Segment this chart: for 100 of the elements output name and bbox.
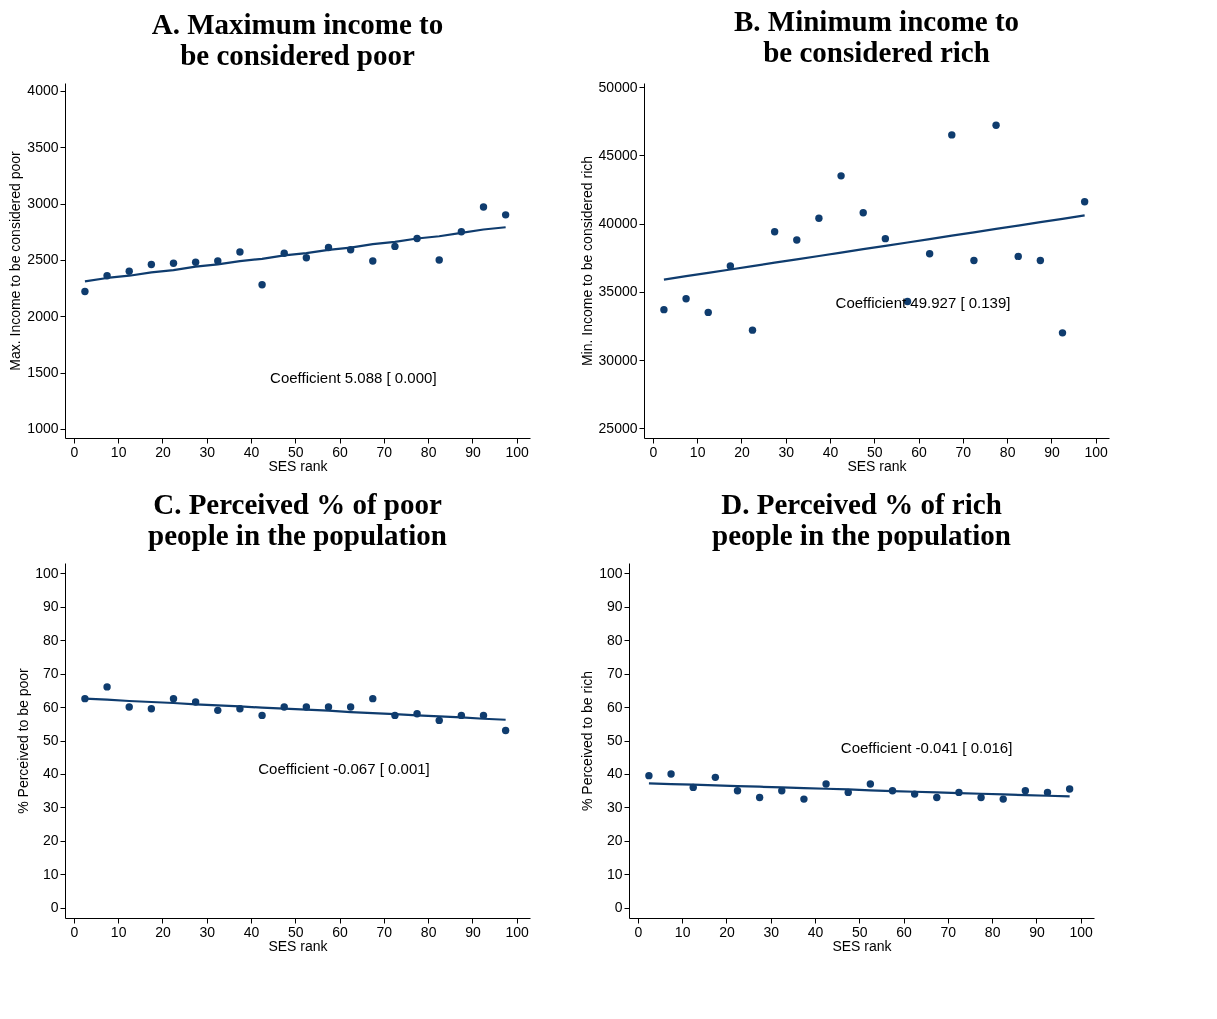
- y-axis-title: Min. Income to be considered rich: [578, 155, 595, 367]
- point: [125, 267, 133, 275]
- y-tick-label: 3500: [27, 138, 59, 155]
- y-axis-title: % Perceived to be rich: [579, 670, 596, 812]
- point: [501, 726, 510, 735]
- x-axis-title: SES rank: [268, 937, 329, 954]
- y-tick-label: 90: [606, 598, 623, 615]
- point: [147, 260, 156, 269]
- point: [748, 326, 757, 334]
- x-tick-label: 30: [199, 443, 216, 460]
- y-tick-label: 40: [606, 765, 623, 782]
- point: [346, 703, 355, 711]
- point: [999, 795, 1007, 803]
- point: [1080, 198, 1089, 206]
- x-tick-label: 70: [376, 923, 393, 940]
- x-tick-label: 70: [940, 923, 957, 940]
- x-tick-label: 70: [955, 443, 972, 460]
- point: [214, 706, 222, 715]
- y-tick-label: 35000: [598, 283, 638, 300]
- y-tick-label: 70: [42, 665, 59, 682]
- point: [704, 308, 712, 317]
- x-tick-label: 80: [420, 443, 437, 460]
- point: [822, 780, 830, 788]
- x-tick-label: 50: [288, 923, 304, 940]
- point: [81, 287, 89, 296]
- chart-title: C. Perceived % of poor people in the population: [148, 488, 447, 551]
- point: [667, 770, 675, 778]
- x-tick-label: 80: [984, 923, 1001, 940]
- y-tick-label: 1500: [27, 364, 59, 381]
- x-tick-label: 90: [1029, 923, 1045, 940]
- x-tick-label: 40: [243, 923, 260, 940]
- x-tick-label: 50: [852, 923, 868, 940]
- x-tick-label: 60: [332, 443, 349, 460]
- y-tick-label: 30: [42, 798, 59, 815]
- point: [125, 703, 133, 711]
- point: [815, 214, 823, 222]
- x-tick-label: 0: [649, 443, 658, 460]
- y-tick-label: 10: [606, 865, 623, 882]
- y-tick-label: 50: [42, 732, 59, 748]
- point: [733, 787, 742, 795]
- point: [435, 716, 443, 725]
- point: [992, 121, 1000, 130]
- point: [726, 262, 735, 270]
- point: [236, 248, 244, 256]
- y-tick-label: 2500: [27, 251, 59, 268]
- point: [933, 793, 941, 802]
- x-tick-label: 50: [288, 443, 304, 460]
- y-tick-label: 100: [599, 564, 623, 581]
- x-tick-label: 60: [332, 923, 349, 940]
- x-tick-label: 10: [110, 443, 127, 460]
- y-tick-label: 30000: [598, 351, 638, 368]
- y-tick-label: 30: [606, 798, 623, 815]
- y-tick-label: 0: [50, 899, 59, 916]
- point: [770, 228, 779, 236]
- y-tick-label: 25000: [598, 419, 638, 436]
- x-tick-label: 30: [199, 923, 216, 940]
- point: [324, 703, 333, 711]
- chart-title: A. Maximum income to be considered poor: [151, 8, 444, 71]
- point: [645, 771, 653, 780]
- annotation: Coefficient 49.927 [ 0.139]: [835, 294, 1011, 312]
- x-tick-label: 30: [763, 923, 780, 940]
- chart-title: B. Minimum income to be considered rich: [733, 5, 1020, 69]
- point: [948, 131, 956, 139]
- annotation: Coefficient 5.088 [ 0.000]: [270, 368, 437, 386]
- annotation: Coefficient -0.041 [ 0.016]: [840, 738, 1013, 756]
- point: [1014, 252, 1022, 261]
- x-tick-label: 80: [420, 923, 437, 940]
- point: [258, 281, 266, 289]
- point: [435, 256, 443, 264]
- y-tick-label: 60: [42, 698, 59, 715]
- x-tick-label: 80: [999, 443, 1016, 460]
- x-axis-title: SES rank: [268, 457, 329, 474]
- y-tick-label: 0: [614, 899, 623, 916]
- line-series: [83, 226, 507, 283]
- y-axis-title: % Perceived to be poor: [15, 667, 32, 814]
- point: [925, 249, 934, 258]
- x-tick-label: 40: [822, 443, 839, 460]
- point: [660, 305, 668, 314]
- x-tick-label: 20: [719, 923, 735, 940]
- y-tick-label: 40000: [598, 215, 638, 232]
- x-tick-label: 10: [110, 923, 127, 940]
- x-tick-label: 40: [807, 923, 824, 940]
- x-axis-title: SES rank: [832, 937, 893, 954]
- y-tick-label: 80: [606, 631, 623, 648]
- point: [1058, 329, 1067, 337]
- x-tick-label: 100: [505, 923, 530, 940]
- x-tick-label: 10: [689, 443, 706, 460]
- y-tick-label: 1000: [27, 420, 59, 437]
- point: [103, 683, 111, 691]
- x-tick-label: 20: [734, 443, 750, 460]
- point: [711, 773, 720, 782]
- point: [479, 203, 488, 211]
- point: [369, 694, 377, 703]
- y-tick-label: 10: [42, 865, 59, 882]
- x-tick-label: 100: [505, 443, 530, 460]
- y-tick-label: 20: [606, 832, 623, 849]
- y-tick-label: 20: [42, 832, 59, 849]
- point: [501, 211, 510, 219]
- x-tick-label: 30: [778, 443, 795, 460]
- point: [191, 258, 200, 266]
